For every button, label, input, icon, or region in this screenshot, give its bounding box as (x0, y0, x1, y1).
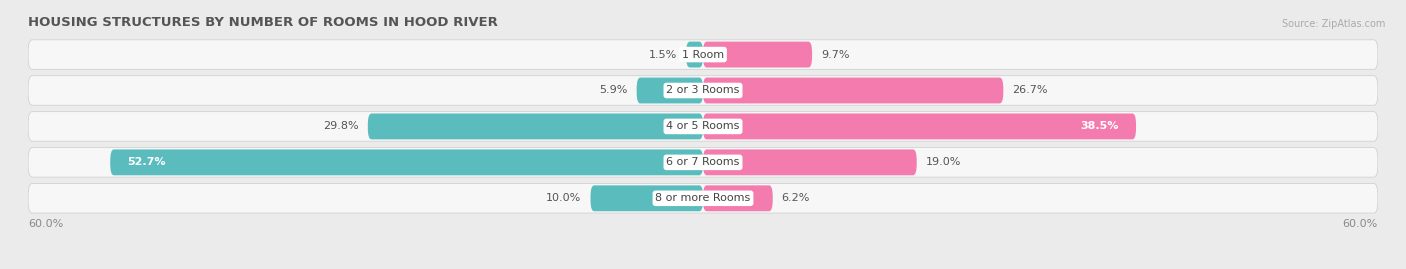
Text: 38.5%: 38.5% (1081, 121, 1119, 132)
Text: Source: ZipAtlas.com: Source: ZipAtlas.com (1281, 19, 1385, 29)
Text: 4 or 5 Rooms: 4 or 5 Rooms (666, 121, 740, 132)
Text: 2 or 3 Rooms: 2 or 3 Rooms (666, 86, 740, 95)
FancyBboxPatch shape (703, 77, 1004, 104)
FancyBboxPatch shape (28, 40, 1378, 69)
Text: 19.0%: 19.0% (925, 157, 962, 167)
FancyBboxPatch shape (703, 114, 1136, 139)
Text: 52.7%: 52.7% (127, 157, 166, 167)
Text: 60.0%: 60.0% (1343, 219, 1378, 229)
FancyBboxPatch shape (703, 185, 773, 211)
FancyBboxPatch shape (368, 114, 703, 139)
FancyBboxPatch shape (28, 112, 1378, 141)
FancyBboxPatch shape (703, 42, 813, 68)
Text: 6.2%: 6.2% (782, 193, 810, 203)
Text: HOUSING STRUCTURES BY NUMBER OF ROOMS IN HOOD RIVER: HOUSING STRUCTURES BY NUMBER OF ROOMS IN… (28, 16, 498, 29)
Text: 29.8%: 29.8% (323, 121, 359, 132)
FancyBboxPatch shape (28, 148, 1378, 177)
Text: 60.0%: 60.0% (28, 219, 63, 229)
FancyBboxPatch shape (591, 185, 703, 211)
FancyBboxPatch shape (28, 76, 1378, 105)
Text: 6 or 7 Rooms: 6 or 7 Rooms (666, 157, 740, 167)
Text: 10.0%: 10.0% (547, 193, 582, 203)
Text: 1.5%: 1.5% (650, 49, 678, 59)
FancyBboxPatch shape (703, 149, 917, 175)
FancyBboxPatch shape (637, 77, 703, 104)
FancyBboxPatch shape (110, 149, 703, 175)
FancyBboxPatch shape (28, 183, 1378, 213)
Text: 9.7%: 9.7% (821, 49, 849, 59)
FancyBboxPatch shape (686, 42, 703, 68)
Text: 5.9%: 5.9% (599, 86, 627, 95)
Text: 26.7%: 26.7% (1012, 86, 1047, 95)
Text: 1 Room: 1 Room (682, 49, 724, 59)
Text: 8 or more Rooms: 8 or more Rooms (655, 193, 751, 203)
